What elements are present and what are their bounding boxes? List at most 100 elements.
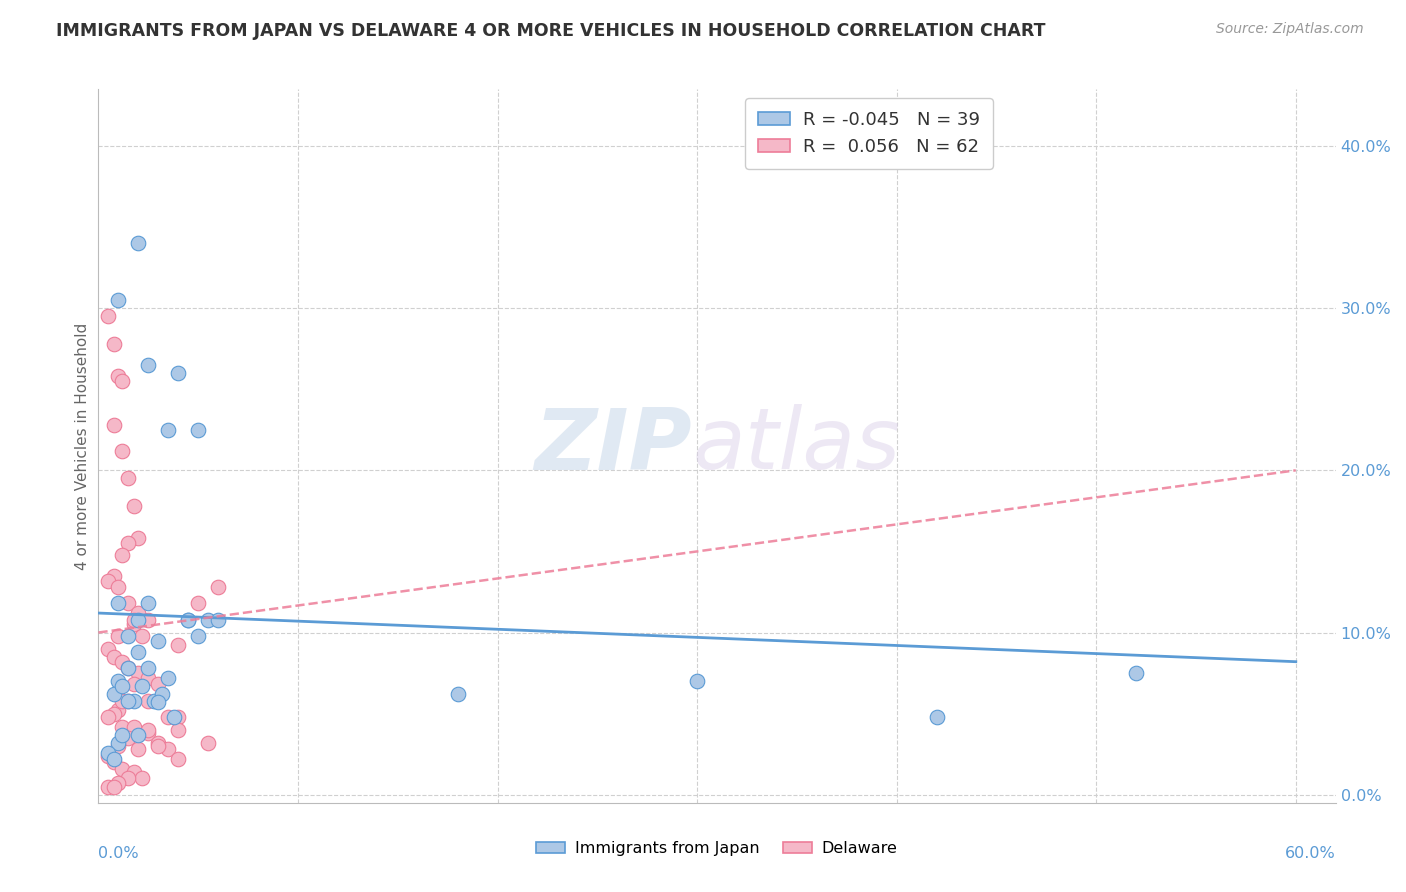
Point	[97, 748, 120, 763]
Point	[107, 736, 129, 750]
Point	[197, 736, 219, 750]
Point	[177, 613, 200, 627]
Point	[167, 723, 190, 737]
Point	[124, 617, 146, 632]
Point	[103, 780, 125, 794]
Point	[167, 366, 190, 380]
Text: 60.0%: 60.0%	[1285, 846, 1336, 861]
Point	[207, 613, 229, 627]
Point	[167, 639, 190, 653]
Point	[136, 723, 159, 737]
Point	[148, 633, 170, 648]
Point	[103, 649, 125, 664]
Point	[167, 710, 190, 724]
Point	[111, 762, 134, 776]
Point	[117, 661, 139, 675]
Point	[117, 596, 139, 610]
Point	[177, 613, 200, 627]
Point	[103, 756, 125, 770]
Point	[127, 606, 149, 620]
Point	[127, 645, 149, 659]
Point	[107, 629, 129, 643]
Point	[136, 726, 159, 740]
Point	[124, 613, 146, 627]
Point	[107, 293, 129, 307]
Point	[107, 580, 129, 594]
Point	[187, 423, 209, 437]
Point	[127, 532, 149, 546]
Point	[103, 687, 125, 701]
Point	[124, 693, 146, 707]
Point	[131, 629, 153, 643]
Point	[117, 693, 139, 707]
Point	[117, 536, 139, 550]
Point	[97, 310, 120, 324]
Point	[111, 548, 134, 562]
Point	[111, 374, 134, 388]
Point	[124, 677, 146, 691]
Point	[197, 613, 219, 627]
Point	[111, 679, 134, 693]
Point	[111, 720, 134, 734]
Point	[107, 596, 129, 610]
Point	[136, 358, 159, 372]
Point	[103, 568, 125, 582]
Point	[127, 728, 149, 742]
Text: atlas: atlas	[692, 404, 900, 488]
Text: ZIP: ZIP	[534, 404, 692, 488]
Point	[167, 752, 190, 766]
Point	[127, 236, 149, 251]
Point	[127, 742, 149, 756]
Point	[157, 742, 180, 756]
Point	[111, 728, 134, 742]
Point	[157, 671, 180, 685]
Point	[107, 674, 129, 689]
Point	[131, 772, 153, 786]
Point	[111, 693, 134, 707]
Text: 0.0%: 0.0%	[98, 846, 139, 861]
Point	[446, 687, 468, 701]
Point	[117, 731, 139, 745]
Point	[124, 720, 146, 734]
Point	[97, 641, 120, 656]
Point	[103, 336, 125, 351]
Point	[157, 710, 180, 724]
Point	[143, 693, 166, 707]
Point	[207, 580, 229, 594]
Point	[157, 423, 180, 437]
Point	[136, 596, 159, 610]
Point	[187, 629, 209, 643]
Point	[97, 746, 120, 760]
Point	[163, 710, 186, 724]
Point	[117, 471, 139, 485]
Point	[131, 679, 153, 693]
Point	[925, 710, 948, 724]
Point	[148, 736, 170, 750]
Point	[148, 739, 170, 753]
Point	[148, 677, 170, 691]
Point	[103, 752, 125, 766]
Point	[117, 661, 139, 675]
Point	[127, 666, 149, 681]
Legend: Immigrants from Japan, Delaware: Immigrants from Japan, Delaware	[530, 835, 904, 863]
Point	[111, 443, 134, 458]
Point	[107, 739, 129, 753]
Y-axis label: 4 or more Vehicles in Household: 4 or more Vehicles in Household	[75, 322, 90, 570]
Point	[187, 596, 209, 610]
Point	[136, 661, 159, 675]
Point	[136, 693, 159, 707]
Point	[124, 499, 146, 513]
Point	[103, 417, 125, 432]
Text: IMMIGRANTS FROM JAPAN VS DELAWARE 4 OR MORE VEHICLES IN HOUSEHOLD CORRELATION CH: IMMIGRANTS FROM JAPAN VS DELAWARE 4 OR M…	[56, 22, 1046, 40]
Point	[111, 655, 134, 669]
Point	[117, 629, 139, 643]
Point	[136, 671, 159, 685]
Point	[107, 776, 129, 790]
Point	[127, 613, 149, 627]
Point	[107, 703, 129, 717]
Point	[686, 674, 709, 689]
Point	[136, 613, 159, 627]
Text: Source: ZipAtlas.com: Source: ZipAtlas.com	[1216, 22, 1364, 37]
Point	[117, 772, 139, 786]
Point	[97, 710, 120, 724]
